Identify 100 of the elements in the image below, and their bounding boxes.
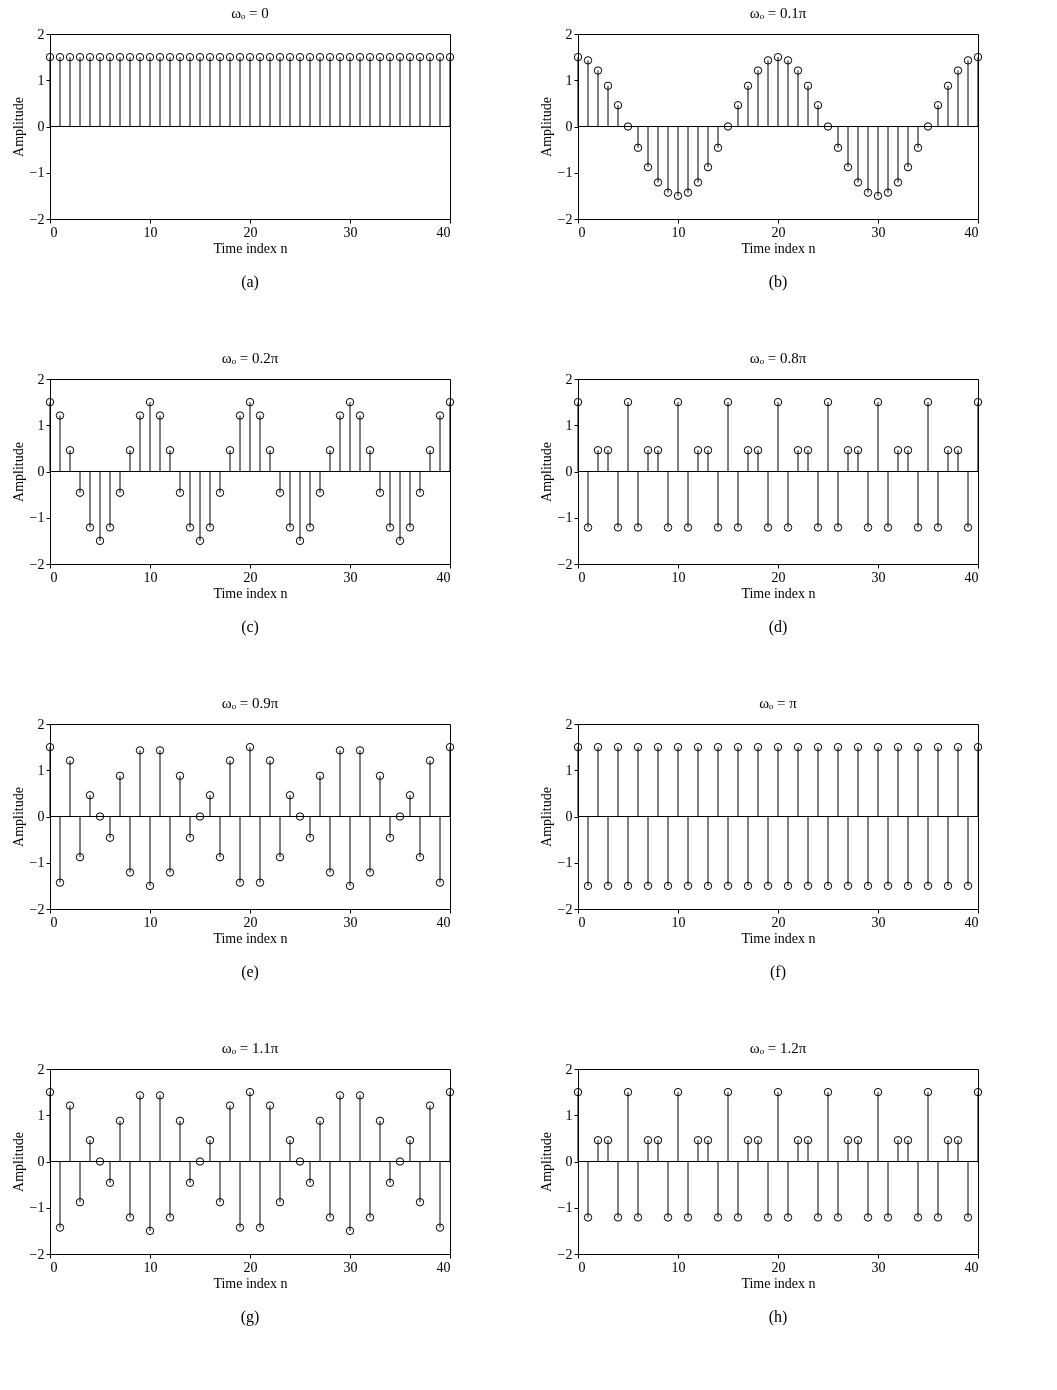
y-axis-title: Amplitude [538,442,554,502]
y-tick-label: 0 [565,809,573,824]
y-tick-label: 0 [37,119,45,134]
x-tick-label: 20 [771,1259,786,1275]
x-axis-title: Time index n [741,930,816,946]
y-axis-title: Amplitude [538,787,554,847]
x-tick-label: 10 [143,224,158,240]
text: (a) [241,273,259,291]
chart-title: ωₒ = 0.1π [749,5,807,21]
y-axis-title: Amplitude [10,787,26,847]
y-tick-label: −2 [557,556,573,572]
x-tick-label: 20 [243,914,258,930]
x-tick-label: 20 [243,1259,258,1275]
text: (h) [768,1308,788,1326]
y-tick-label: −1 [557,1200,573,1216]
x-tick-label: 40 [964,1259,979,1275]
y-tick-label: −1 [557,510,573,526]
chart-title: ωₒ = 0.9π [221,695,279,711]
x-tick-label: 20 [243,224,258,240]
y-tick-label: −2 [557,1246,573,1262]
x-tick-label: 40 [964,914,979,930]
x-tick-label: 0 [578,569,586,585]
y-tick-label: 2 [37,1061,45,1077]
text: (c) [241,618,259,636]
y-tick-label: 1 [565,1107,573,1123]
y-tick-label: 0 [37,464,45,479]
x-tick-label: 0 [578,914,586,930]
x-axis-title: Time index n [741,240,816,256]
x-tick-label: 0 [50,1259,58,1275]
x-tick-label: 40 [436,224,451,240]
x-tick-label: 10 [671,569,686,585]
y-tick-label: 1 [565,762,573,778]
chart-title: ωₒ = 1.2π [749,1040,807,1056]
x-tick-label: 30 [343,224,358,240]
y-tick-label: 2 [565,1061,573,1077]
y-tick-label: −2 [557,901,573,917]
x-tick-label: 10 [143,914,158,930]
x-axis-title: Time index n [213,930,288,946]
y-tick-label: 2 [565,716,573,732]
chart-title: ωₒ = 0.2π [221,350,279,366]
y-axis-title: Amplitude [10,442,26,502]
x-tick-label: 30 [871,914,886,930]
text: (f) [770,963,786,981]
text: (e) [241,963,259,981]
y-axis-title: Amplitude [10,97,26,157]
x-tick-label: 40 [964,569,979,585]
y-tick-label: −2 [29,901,45,917]
x-tick-label: 20 [771,569,786,585]
x-tick-label: 0 [50,914,58,930]
y-tick-label: −2 [29,211,45,227]
x-tick-label: 20 [243,569,258,585]
y-tick-label: −1 [29,165,45,181]
y-tick-label: −1 [29,1200,45,1216]
x-tick-label: 30 [871,569,886,585]
y-axis-title: Amplitude [10,1132,26,1192]
x-tick-label: 0 [578,1259,586,1275]
x-tick-label: 10 [671,224,686,240]
x-tick-label: 40 [964,224,979,240]
y-tick-label: 0 [565,119,573,134]
y-tick-label: 1 [565,417,573,433]
y-tick-label: 1 [565,72,573,88]
y-tick-label: 2 [565,371,573,387]
text: (d) [768,618,788,636]
x-tick-label: 30 [871,224,886,240]
x-tick-label: 10 [143,1259,158,1275]
x-axis-title: Time index n [213,1275,288,1291]
x-tick-label: 30 [343,1259,358,1275]
x-tick-label: 30 [871,1259,886,1275]
y-axis-title: Amplitude [538,1132,554,1192]
y-tick-label: −1 [29,510,45,526]
x-axis-title: Time index n [213,585,288,601]
text: (g) [240,1308,260,1326]
y-tick-label: 0 [565,1154,573,1169]
y-tick-label: 0 [565,464,573,479]
text: (b) [768,273,788,291]
y-tick-label: −2 [29,1246,45,1262]
chart-title: ωₒ = 0.8π [749,350,807,366]
x-tick-label: 40 [436,914,451,930]
x-tick-label: 30 [343,914,358,930]
x-tick-label: 0 [50,224,58,240]
y-tick-label: −1 [29,855,45,871]
y-tick-label: 2 [37,716,45,732]
y-tick-label: 2 [37,26,45,42]
x-tick-label: 40 [436,1259,451,1275]
y-tick-label: −1 [557,165,573,181]
x-axis-title: Time index n [741,585,816,601]
chart-title: ωₒ = 0 [231,5,269,21]
chart-title: ωₒ = π [759,695,798,711]
x-tick-label: 0 [578,224,586,240]
y-tick-label: 0 [37,1154,45,1169]
x-tick-label: 10 [671,914,686,930]
y-tick-label: 1 [37,72,45,88]
x-axis-title: Time index n [741,1275,816,1291]
x-tick-label: 30 [343,569,358,585]
y-tick-label: 1 [37,762,45,778]
chart-title: ωₒ = 1.1π [221,1040,279,1056]
y-axis-title: Amplitude [538,97,554,157]
x-tick-label: 40 [436,569,451,585]
x-tick-label: 20 [771,224,786,240]
y-tick-label: 1 [37,1107,45,1123]
